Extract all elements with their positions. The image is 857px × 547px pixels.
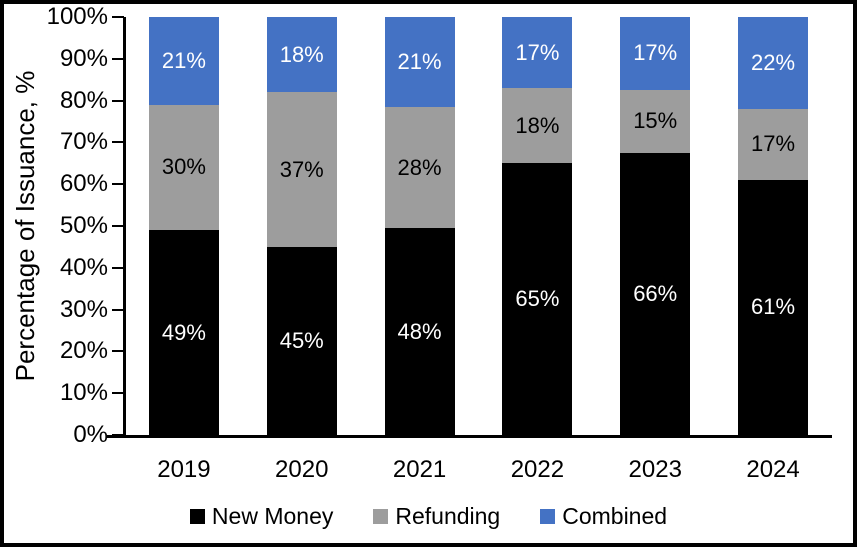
y-tick-label: 20% xyxy=(59,337,108,365)
bar-segment-refunding: 18% xyxy=(502,88,573,164)
y-tick-label: 10% xyxy=(59,379,108,407)
bar-stack: 22% 17% 61% xyxy=(738,17,809,435)
data-label: 28% xyxy=(397,154,442,180)
x-tick-label-2021: 2021 xyxy=(392,456,447,483)
bar-column-2024: 22% 17% 61% xyxy=(714,17,832,435)
y-tick-label: 80% xyxy=(59,86,108,114)
legend-label: Refunding xyxy=(395,503,501,529)
bar-stack: 17% 15% 66% xyxy=(620,17,691,435)
bar-segment-combined: 21% xyxy=(148,17,219,105)
x-tick-label-2022: 2022 xyxy=(510,456,565,483)
y-tick-mark xyxy=(112,141,124,144)
legend-marker-icon xyxy=(540,508,556,524)
bar-segment-new-money: 45% xyxy=(266,246,337,435)
data-label: 21% xyxy=(397,49,442,75)
y-tick-mark xyxy=(112,308,124,311)
bar-stack: 17% 18% 65% xyxy=(502,17,573,435)
bar-segment-combined: 22% xyxy=(738,17,809,109)
legend-marker-icon xyxy=(373,508,389,524)
data-label: 49% xyxy=(161,319,206,345)
y-axis-line xyxy=(123,17,126,438)
y-tick-label: 40% xyxy=(59,253,108,281)
bar-stack: 18% 37% 45% xyxy=(266,17,337,435)
y-tick-mark xyxy=(112,434,124,436)
y-tick-mark xyxy=(112,350,124,353)
legend: New Money Refunding Combined xyxy=(4,499,853,533)
bar-segment-new-money: 61% xyxy=(738,180,809,435)
y-tick-label: 90% xyxy=(59,44,108,72)
y-tick-mark xyxy=(112,57,124,60)
data-label: 45% xyxy=(279,327,324,353)
data-label: 17% xyxy=(515,39,560,65)
y-tick-label: 100% xyxy=(46,3,108,30)
bar-segment-refunding: 15% xyxy=(620,89,691,154)
bar-segment-combined: 17% xyxy=(620,17,691,90)
bar-segment-refunding: 28% xyxy=(384,107,455,229)
bar-column-2022: 17% 18% 65% xyxy=(478,17,596,435)
bar-column-2023: 17% 15% 66% xyxy=(596,17,714,435)
y-tick-label: 0% xyxy=(73,421,108,448)
bar-segment-combined: 17% xyxy=(502,17,573,89)
bar-column-2020: 18% 37% 45% xyxy=(243,17,361,435)
data-label: 61% xyxy=(751,294,796,320)
bar-stack: 21% 28% 48% xyxy=(384,17,455,435)
bar-column-2019: 21% 30% 49% xyxy=(125,17,243,435)
data-label: 66% xyxy=(633,281,678,307)
bar-segment-combined: 21% xyxy=(384,17,455,108)
data-label: 17% xyxy=(751,131,796,157)
bar-segment-refunding: 17% xyxy=(738,108,809,180)
data-label: 17% xyxy=(633,40,678,66)
y-tick-mark xyxy=(112,183,124,186)
data-label: 18% xyxy=(515,112,560,138)
x-tick-label-2019: 2019 xyxy=(157,456,211,483)
y-tick-mark xyxy=(112,392,124,395)
data-label: 30% xyxy=(161,154,206,180)
data-label: 65% xyxy=(515,286,560,312)
x-tick-label-2024: 2024 xyxy=(746,456,800,483)
data-label: 18% xyxy=(279,41,324,67)
y-tick-label: 70% xyxy=(59,128,108,156)
bar-segment-combined: 18% xyxy=(266,17,337,93)
data-label: 48% xyxy=(397,318,442,344)
bar-segment-refunding: 30% xyxy=(148,104,219,231)
data-label: 21% xyxy=(161,47,206,73)
legend-item-new-money: New Money xyxy=(189,501,334,531)
bar-segment-new-money: 65% xyxy=(502,163,573,435)
y-tick-label: 60% xyxy=(59,170,108,198)
bar-segment-new-money: 48% xyxy=(384,228,455,435)
legend-label: New Money xyxy=(211,503,334,529)
data-label: 37% xyxy=(279,156,324,182)
x-tick-label-2023: 2023 xyxy=(628,456,682,483)
y-tick-mark xyxy=(112,225,124,227)
legend-label: Combined xyxy=(562,503,668,529)
y-tick-label: 30% xyxy=(59,295,108,323)
bar-segment-new-money: 49% xyxy=(148,230,219,435)
y-tick-mark xyxy=(112,99,124,102)
bar-segment-refunding: 37% xyxy=(266,92,337,247)
legend-item-refunding: Refunding xyxy=(373,501,500,531)
legend-item-combined: Combined xyxy=(540,501,667,531)
x-axis-labels: 2019 2020 2021 2022 2023 2024 xyxy=(125,455,832,485)
x-tick-label-2020: 2020 xyxy=(275,456,329,483)
legend-marker-icon xyxy=(189,508,205,524)
bar-segment-new-money: 66% xyxy=(620,153,691,435)
data-label: 15% xyxy=(633,108,678,134)
bar-stack: 21% 30% 49% xyxy=(148,17,219,435)
bar-column-2021: 21% 28% 48% xyxy=(361,17,479,435)
data-label: 22% xyxy=(751,49,796,75)
plot-area: 21% 30% 49% 18% 37% 45% 21% 28% 48% 17% 18% 65% 17% 1… xyxy=(125,17,832,435)
x-axis-line xyxy=(107,435,832,438)
y-tick-mark xyxy=(112,16,124,18)
y-tick-mark xyxy=(112,266,124,269)
y-tick-label: 50% xyxy=(59,212,108,239)
